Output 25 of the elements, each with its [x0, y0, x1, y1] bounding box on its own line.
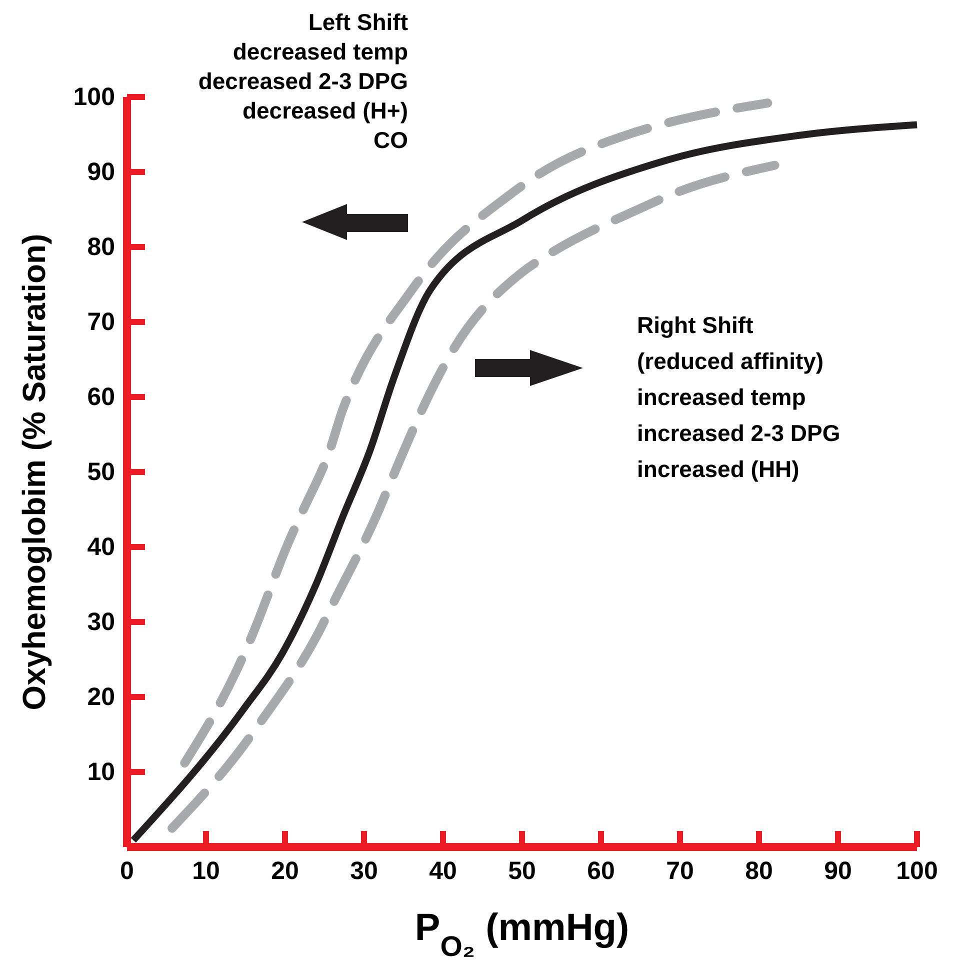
y-tick-label: 30: [87, 608, 115, 636]
x-tick-label: 100: [896, 856, 938, 885]
x-axis-title: P$_{O₂}$ (mmHg): [414, 907, 630, 963]
y-tick-label: 70: [87, 308, 115, 336]
y-tick-label: 40: [87, 533, 115, 561]
y-tick-label: 10: [87, 758, 115, 786]
x-tick-label: 90: [824, 856, 852, 885]
x-tick-label: 0: [120, 856, 134, 885]
annotation: Left Shift decreased temp decreased 2-3 DPG decreased (H+) CO: [198, 9, 408, 153]
y-tick-label: 90: [87, 158, 115, 186]
y-tick-label: 20: [87, 683, 115, 711]
y-tick-label: 60: [87, 383, 115, 411]
x-tick-label: 80: [745, 856, 773, 885]
x-tick-label: 60: [587, 856, 615, 885]
x-tick-label: 70: [666, 856, 694, 885]
y-tick-label: 100: [73, 83, 115, 111]
x-tick-label: 50: [508, 856, 536, 885]
x-tick-label: 20: [271, 856, 299, 885]
y-tick-label: 50: [87, 458, 115, 486]
x-tick-label: 30: [350, 856, 378, 885]
annotation: Right Shift (reduced affinity) increased temp increased 2-3 DPG increased (HH): [637, 312, 840, 482]
x-tick-label: 40: [429, 856, 457, 885]
x-tick-label: 10: [192, 856, 220, 885]
y-axis-title: Oxyhemoglobim (% Saturation): [16, 234, 52, 710]
y-tick-label: 80: [87, 233, 115, 261]
